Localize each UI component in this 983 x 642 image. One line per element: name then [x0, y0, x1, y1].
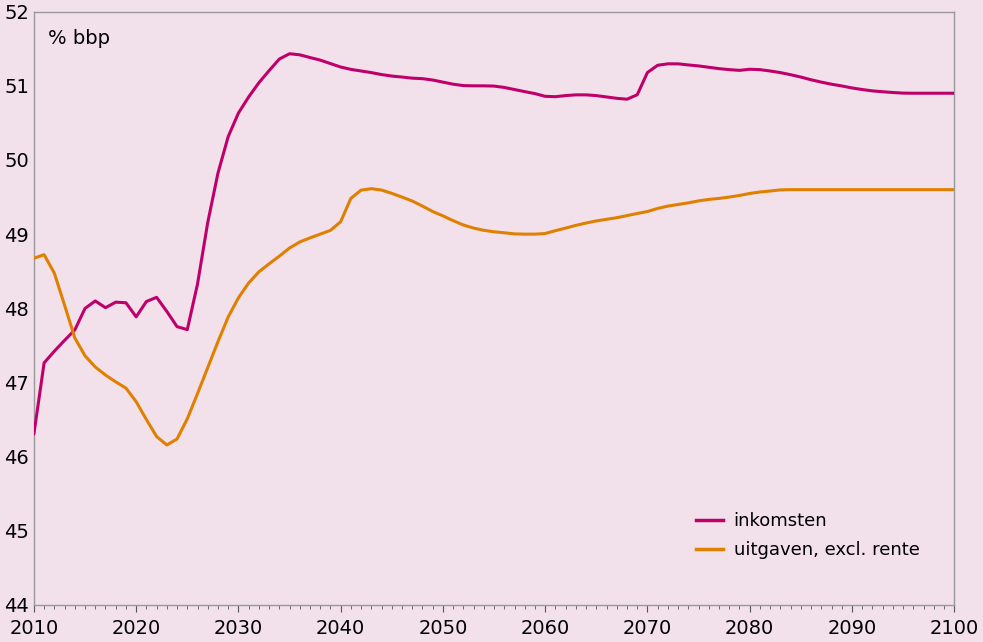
Legend: inkomsten, uitgaven, excl. rente: inkomsten, uitgaven, excl. rente — [688, 505, 927, 566]
Text: % bbp: % bbp — [48, 30, 110, 48]
